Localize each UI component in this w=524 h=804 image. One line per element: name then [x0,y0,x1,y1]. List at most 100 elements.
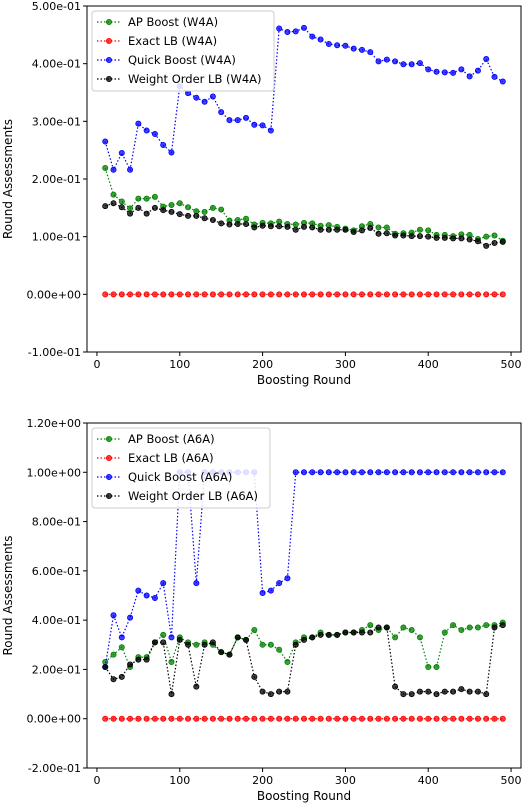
series-1 [102,165,506,244]
data-point [433,68,440,75]
data-point [325,291,332,298]
data-point [259,222,266,229]
data-point [383,469,390,476]
data-point [425,227,432,234]
legend-label: Weight Order LB (W4A) [128,72,262,86]
y-axis-label: Round Assessments [1,535,15,655]
data-point [392,58,399,65]
y-tick-label: 1.00e-01 [32,231,81,244]
data-point [317,226,324,233]
data-point [209,291,216,298]
data-point [334,715,341,722]
data-point [375,224,382,231]
data-point [466,291,473,298]
data-point [292,469,299,476]
data-point [135,291,142,298]
legend-marker [106,38,113,45]
data-point [276,688,283,695]
legend-marker [106,473,113,480]
data-point [358,715,365,722]
data-point [358,629,365,636]
y-tick-label: -1.00e-01 [28,346,81,359]
x-tick-label: 200 [252,358,273,371]
data-point [433,469,440,476]
data-point [483,56,490,63]
x-axis-label: Boosting Round [257,373,351,387]
data-point [317,715,324,722]
data-point [135,656,142,663]
x-tick-label: 0 [93,358,100,371]
data-point [160,639,167,646]
x-tick-label: 300 [335,358,356,371]
y-tick-label: -2.00e-01 [28,762,81,775]
data-point [168,149,175,156]
data-point [284,28,291,35]
y-tick-label: 1.20e+00 [27,417,81,430]
data-point [367,622,374,629]
data-point [110,166,117,173]
data-point [110,612,117,619]
data-point [392,683,399,690]
data-point [160,715,167,722]
y-tick-label: 4.00e-01 [32,614,81,627]
data-point [102,138,109,145]
data-point [367,629,374,636]
data-point [425,715,432,722]
legend-label: Weight Order LB (A6A) [128,489,258,503]
data-point [309,469,316,476]
data-point [350,291,357,298]
legend-marker [106,18,113,25]
data-point [143,715,150,722]
plot-frame [86,422,522,769]
data-point [168,208,175,215]
data-point [218,291,225,298]
data-point [259,688,266,695]
data-point [118,204,125,211]
data-point [201,291,208,298]
data-point [408,715,415,722]
data-point [466,715,473,722]
data-point [309,291,316,298]
data-point [243,291,250,298]
data-point [425,688,432,695]
data-point [226,715,233,722]
data-point [193,580,200,587]
legend-label: Quick Boost (W4A) [128,53,236,67]
data-point [300,469,307,476]
data-point [127,661,134,668]
data-point [408,691,415,698]
data-point [151,715,158,722]
data-point [110,676,117,683]
data-point [267,223,274,230]
data-point [201,641,208,648]
data-point [317,631,324,638]
data-point [441,469,448,476]
data-point [209,715,216,722]
data-point [483,242,490,249]
data-point [209,204,216,211]
data-point [151,594,158,601]
data-point [127,614,134,621]
data-point [474,291,481,298]
data-point [309,634,316,641]
data-point [466,236,473,243]
data-point [284,223,291,230]
x-tick-label: 0 [93,774,100,787]
data-point [168,659,175,666]
data-point [416,226,423,233]
y-tick-label: 0.00e+00 [27,288,81,301]
data-point [400,715,407,722]
data-point [251,121,258,128]
data-point [483,715,490,722]
data-point [350,45,357,52]
data-point [259,291,266,298]
data-point [383,291,390,298]
data-point [392,291,399,298]
data-point [375,469,382,476]
data-point [259,122,266,129]
data-point [483,291,490,298]
data-point [218,649,225,656]
x-tick-label: 500 [501,358,522,371]
data-point [267,715,274,722]
